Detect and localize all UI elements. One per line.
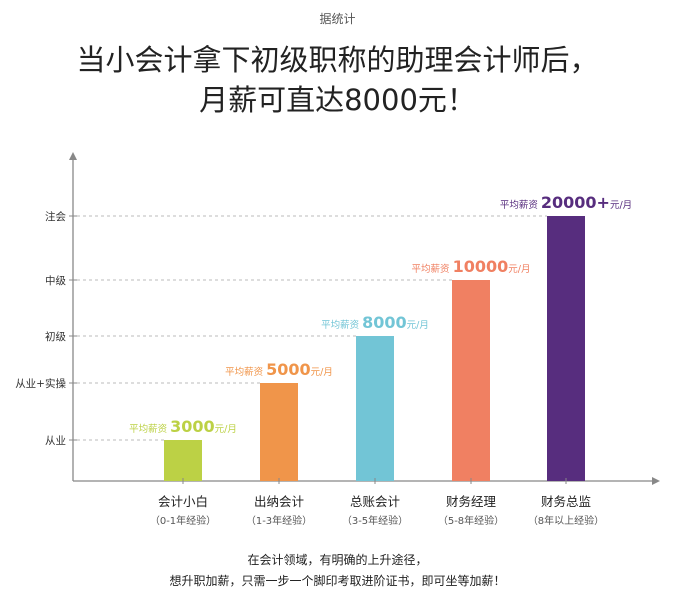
x-axis-arrow xyxy=(652,477,660,485)
y-level-label: 注会 xyxy=(45,210,66,223)
category-label: 财务总监 xyxy=(541,494,591,509)
category-label: 出纳会计 xyxy=(254,494,304,509)
bar-value-number: 8000 xyxy=(362,313,407,332)
category-sublabel: （8年以上经验） xyxy=(528,514,604,527)
bar-value-prefix: 平均薪资 xyxy=(225,366,266,378)
y-level-label: 从业+实操 xyxy=(15,377,66,390)
category-label: 总账会计 xyxy=(350,494,400,509)
bar-value-label: 平均薪资 5000元/月 xyxy=(225,360,333,379)
bar-value-label: 平均薪资 10000元/月 xyxy=(412,257,531,276)
bar-value-prefix: 平均薪资 xyxy=(500,199,541,211)
headline: 当小会计拿下初级职称的助理会计师后， 月薪可直达8000元！ xyxy=(0,40,675,120)
category-labels: 会计小白 （0-1年经验） 出纳会计 （1-3年经验） 总账会计 （3-5年经验） 财务经理… xyxy=(150,494,604,527)
bar-value-number: 5000 xyxy=(266,360,311,379)
category-label: 财务经理 xyxy=(446,494,497,509)
bar-value-unit: 元/月 xyxy=(311,367,333,378)
bar xyxy=(547,216,585,481)
bar-value-label: 平均薪资 8000元/月 xyxy=(321,313,429,332)
bar-value-prefix: 平均薪资 xyxy=(321,319,362,331)
bar-value-unit: 元/月 xyxy=(508,264,530,275)
bar xyxy=(164,440,202,481)
bar-value-prefix: 平均薪资 xyxy=(129,423,170,435)
footer-line-2: 想升职加薪，只需一步一个脚印考取进阶证书，即可坐等加薪！ xyxy=(169,574,506,588)
bar-value-unit: 元/月 xyxy=(215,424,237,435)
bar-value-label: 平均薪资 3000元/月 xyxy=(129,417,237,436)
bar-value-number: 10000 xyxy=(453,257,509,276)
bar-value-number: 20000+ xyxy=(541,193,610,212)
bar xyxy=(356,336,394,481)
y-axis-arrow xyxy=(69,152,77,160)
bar-value-label: 平均薪资 20000+元/月 xyxy=(500,193,632,212)
category-sublabel: （5-8年经验） xyxy=(438,514,504,527)
headline-line-2: 月薪可直达8000元！ xyxy=(199,83,476,117)
bar-value-unit: 元/月 xyxy=(610,200,632,211)
category-sublabel: （0-1年经验） xyxy=(150,514,216,527)
category-sublabel: （1-3年经验） xyxy=(246,514,312,527)
bar-value-unit: 元/月 xyxy=(407,320,429,331)
y-level-labels: 从业 从业+实操 初级 中级 注会 xyxy=(15,210,547,447)
y-level-label: 初级 xyxy=(45,330,66,343)
footer-note: 在会计领域，有明确的上升途径， 想升职加薪，只需一步一个脚印考取进阶证书，即可坐… xyxy=(0,550,675,592)
footer-line-1: 在会计领域，有明确的上升途径， xyxy=(247,553,428,567)
bar xyxy=(260,383,298,481)
y-level-label: 从业 xyxy=(45,435,66,447)
category-sublabel: （3-5年经验） xyxy=(342,514,408,527)
bar-value-number: 3000 xyxy=(170,417,215,436)
source-label: 据统计 xyxy=(319,12,356,26)
y-level-label: 中级 xyxy=(45,274,66,287)
bars xyxy=(164,216,585,484)
headline-line-1: 当小会计拿下初级职称的助理会计师后， xyxy=(76,43,599,77)
bar-value-prefix: 平均薪资 xyxy=(412,263,453,275)
bar xyxy=(452,280,490,481)
category-label: 会计小白 xyxy=(158,494,208,509)
